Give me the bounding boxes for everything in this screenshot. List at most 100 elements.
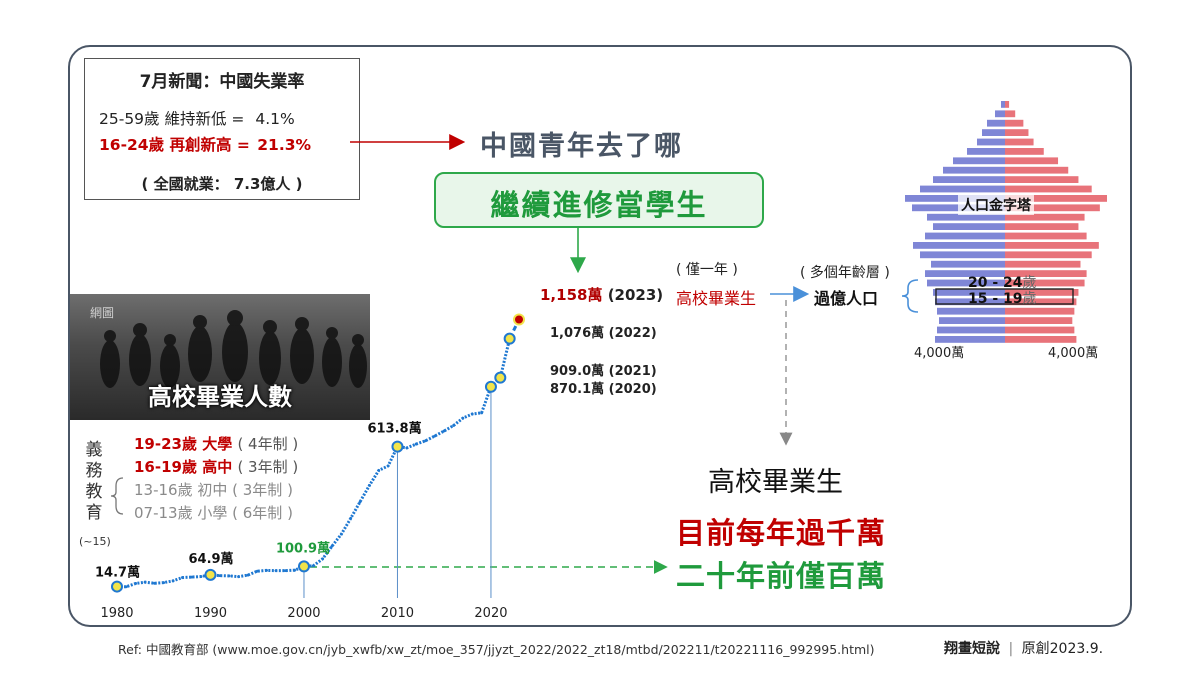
pyramid-scale-left: 4,000萬 (914, 346, 965, 361)
pyramid-bar-male-10 (905, 195, 1005, 202)
pyramid-bar-female-15 (1005, 242, 1099, 249)
pyramid-bar-female-5 (1005, 148, 1044, 155)
pyramid-bar-male-4 (977, 138, 1005, 146)
brand-sep: | (1008, 641, 1014, 657)
brand: 翔畫短說 | 原創2023.9. (944, 638, 1103, 658)
pyramid-bar-female-6 (1005, 157, 1059, 165)
pyramid-scale-right: 4,000萬 (1048, 346, 1099, 361)
pyramid-bar-female-24 (1005, 326, 1075, 334)
pyramid-bar-female-20 (1005, 289, 1079, 296)
main-frame (68, 45, 1132, 627)
pyramid-bar-male-9 (920, 185, 1005, 193)
marker-2023 (513, 313, 525, 326)
data-point-1982 (134, 582, 138, 585)
data-point-1987 (181, 576, 184, 579)
data-point-2002 (321, 557, 325, 561)
news-line-16-24: 16-24歲 再創新高 = 21.3% (99, 133, 311, 155)
compulsory-education-age: (~15) (79, 535, 111, 548)
data-point-2014 (433, 434, 437, 438)
data-point-2015 (442, 429, 446, 433)
marker-2020 (484, 380, 497, 393)
data-point-2004 (339, 532, 343, 536)
data-point-1983 (143, 580, 147, 584)
label-2021: 909.0萬 (2021) (550, 364, 657, 379)
pyramid-brace (901, 279, 919, 313)
conclusion-green: 二十年前僅百萬 (676, 559, 887, 593)
data-point-2005 (349, 516, 353, 520)
data-point-1998 (283, 569, 287, 573)
news-employment: ( 全國就業： 7.3億人 ) (141, 175, 303, 193)
chart-title: 高校畢業人數 (148, 383, 292, 411)
x-tick-2020: 2020 (474, 606, 507, 621)
marker-2021 (494, 371, 507, 384)
data-label-1990: 64.9萬 (188, 551, 233, 567)
pyramid-bar-male-0 (1001, 101, 1005, 108)
news-line1-label: 25-59歲 維持新低 = (99, 110, 245, 128)
pyramid-bar-male-25 (935, 336, 1005, 343)
data-point-1988 (190, 575, 194, 579)
pyramid-bar-male-13 (933, 223, 1005, 230)
value-2023: 1,158萬 (540, 286, 603, 304)
pyramid-age2: 15 - 19 (968, 291, 1023, 307)
grad-head: ( 僅一年 ) (676, 262, 738, 278)
label-2023: 1,158萬 (2023) (540, 284, 663, 305)
pyramid-bar-male-19 (927, 279, 1005, 287)
study-box: 繼續進修當學生 (434, 172, 764, 228)
pyramid-bar-female-3 (1005, 129, 1029, 136)
label-2022: 1,076萬 (2022) (550, 326, 657, 341)
data-point-2003 (330, 544, 334, 548)
reference: Ref: 中國教育部 (www.moe.gov.cn/jyb_xwfb/xw_z… (118, 642, 875, 657)
pyramid-bar-female-14 (1005, 232, 1087, 240)
brand-original: 原創2023.9. (1021, 641, 1104, 657)
conclusion-red: 目前每年過千萬 (676, 516, 887, 550)
pyramid-bar-male-16 (920, 251, 1005, 259)
data-point-1996 (265, 569, 268, 572)
pyramid-bar-female-0 (1005, 101, 1010, 108)
pyramid-age-20-24: 20 - 24歲 (968, 272, 1037, 292)
dance-photo: 網圖 高校畢業人數 (70, 294, 370, 420)
pyramid-bar-male-8 (933, 176, 1005, 183)
data-point-2012 (414, 442, 418, 446)
pyramid-age1-unit: 歲 (1022, 275, 1037, 291)
label-2020: 870.1萬 (2020) (550, 382, 657, 397)
pyramid-bar-female-19 (1005, 279, 1085, 287)
news-title: 7月新聞：中國失業率 (139, 72, 305, 92)
data-point-2016 (452, 424, 455, 427)
pyramid-bar-female-11 (1005, 204, 1100, 212)
edu-row-junior: 13-16歲 初中 ( 3年制 ) (134, 479, 293, 500)
pyramid-bar-female-17 (1005, 260, 1081, 268)
data-point-1999 (293, 568, 297, 572)
pyramid-bar-male-21 (935, 298, 1005, 306)
data-point-2013 (424, 439, 427, 443)
conclusion-title: 高校畢業生 (708, 467, 843, 498)
pyramid-bar-female-9 (1005, 185, 1092, 193)
data-point-1995 (255, 569, 259, 573)
data-point-1989 (199, 575, 203, 578)
compulsory-education-label: 義務教育 (85, 440, 103, 523)
pyramid-bar-male-1 (995, 110, 1005, 118)
pyramid-age-15-19: 15 - 19歲 (968, 288, 1037, 308)
edu-row-primary: 07-13歲 小學 ( 6年制 ) (134, 502, 293, 523)
pyramid-bar-female-22 (1005, 307, 1075, 315)
photo-tag: 網圖 (90, 306, 115, 320)
pyramid-bar-male-2 (987, 119, 1005, 127)
edu-row-highschool: 16-19歲 高中 ( 3年制 ) (134, 456, 298, 477)
data-point-1986 (171, 579, 175, 583)
data-point-2018 (470, 412, 474, 416)
pyramid-bar-male-5 (967, 148, 1005, 155)
pyramid-bar-female-21 (1005, 298, 1077, 306)
data-point-1985 (162, 581, 166, 585)
data-point-2007 (368, 483, 371, 487)
pyramid-bar-female-16 (1005, 251, 1092, 259)
marker-2000 (297, 560, 310, 573)
x-tick-2000: 2000 (287, 606, 320, 621)
pyramid-highlight-box (935, 288, 1074, 305)
pyramid-bar-female-8 (1005, 176, 1079, 183)
line-chart: 14.7萬 64.9萬 100.9萬 613.8萬 1980 1990 2000 2010 20… (95, 313, 525, 621)
data-point-1981 (124, 585, 128, 589)
news-line-25-59: 25-59歲 維持新低 = 4.1% (99, 107, 295, 129)
edu-age-junior: 13-16歲 初中 (134, 481, 228, 499)
data-label-2010: 613.8萬 (367, 421, 421, 437)
data-point-2001 (311, 564, 315, 568)
